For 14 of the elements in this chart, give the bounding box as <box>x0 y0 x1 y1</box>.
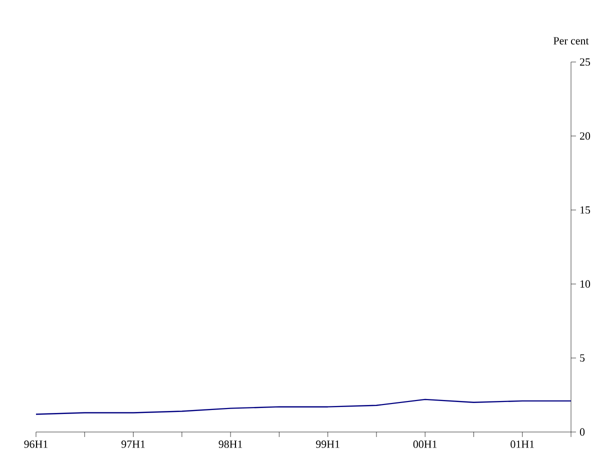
x-tick-label: 96H1 <box>24 440 48 448</box>
y-tick-label: 10 <box>580 280 590 288</box>
y-tick-label: 0 <box>580 428 585 436</box>
y-tick-label: 15 <box>580 206 590 214</box>
x-tick-label: 97H1 <box>121 440 145 448</box>
y-tick-label: 25 <box>580 58 590 66</box>
line-series <box>35 398 572 415</box>
x-tick-label: 00H1 <box>413 440 437 448</box>
x-tick-label: 98H1 <box>218 440 242 448</box>
y-axis-title: Per cent <box>554 37 589 44</box>
x-tick-label: 01H1 <box>510 440 534 448</box>
x-tick-label: 99H1 <box>316 440 340 448</box>
y-tick-label: 5 <box>580 354 585 362</box>
y-tick-label: 20 <box>580 132 590 140</box>
